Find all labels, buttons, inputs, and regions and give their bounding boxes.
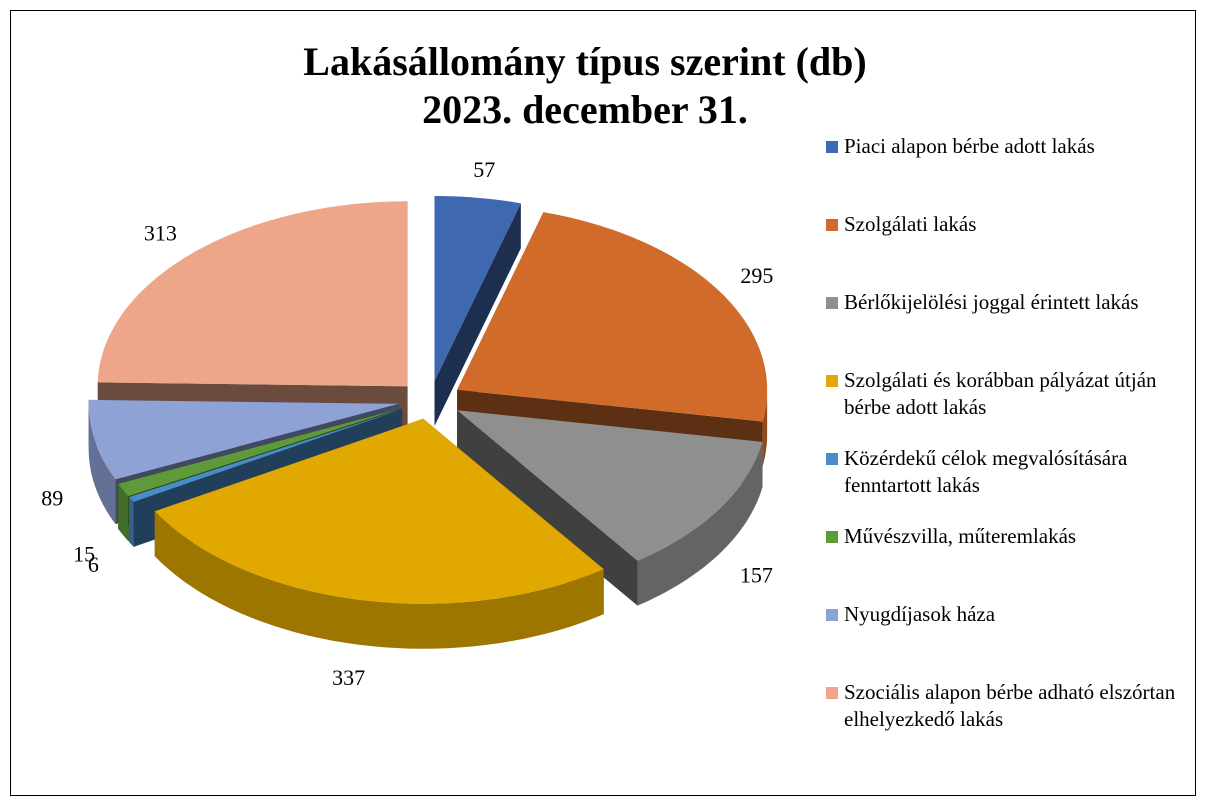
slice	[457, 212, 768, 422]
legend-item: Nyugdíjasok háza	[826, 601, 1186, 679]
data-label: 157	[740, 562, 773, 587]
legend-label: Nyugdíjasok háza	[844, 602, 996, 626]
data-label: 337	[332, 665, 365, 690]
data-label: 313	[144, 221, 177, 246]
data-label: 89	[41, 486, 63, 511]
chart-title: Lakásállomány típus szerint (db)	[303, 39, 866, 84]
legend-label: Szolgálati lakás	[844, 212, 977, 236]
legend: Piaci alapon bérbe adott lakás Szolgálati…	[826, 133, 1186, 757]
legend-item: Művészvilla, műteremlakás	[826, 523, 1186, 601]
slice-side	[637, 441, 763, 606]
legend-label: Közérdekű célok megvalósítására fenntart…	[844, 446, 1128, 497]
legend-swatch	[826, 687, 838, 699]
data-label: 15	[73, 542, 95, 567]
legend-item: Szolgálati lakás	[826, 211, 1186, 289]
data-label: 295	[740, 263, 773, 288]
legend-label: Piaci alapon bérbe adott lakás	[844, 134, 1095, 158]
legend-item: Szociális alapon bérbe adható elszórtan …	[826, 679, 1186, 757]
slice	[154, 418, 604, 604]
slice	[118, 408, 402, 497]
slice-side	[154, 511, 604, 649]
data-label: 57	[473, 157, 495, 182]
legend-item: Bérlőkijelölési joggal érintett lakás	[826, 289, 1186, 367]
slice-side	[434, 203, 521, 426]
legend-swatch	[826, 609, 838, 621]
legend-item: Piaci alapon bérbe adott lakás	[826, 133, 1186, 211]
legend-label: Bérlőkijelölési joggal érintett lakás	[844, 290, 1139, 314]
legend-item: Szolgálati és korábban pályázat útján bé…	[826, 367, 1186, 445]
slice-side	[88, 403, 116, 525]
chart-frame	[10, 10, 1196, 796]
legend-label: Szolgálati és korábban pályázat útján bé…	[844, 368, 1157, 419]
slice-side	[129, 497, 134, 547]
legend-swatch	[826, 453, 838, 465]
legend-swatch	[826, 531, 838, 543]
slice	[129, 409, 403, 502]
slice	[457, 410, 763, 561]
legend-label: Művészvilla, műteremlakás	[844, 524, 1077, 548]
legend-item: Közérdekű célok megvalósítására fenntart…	[826, 445, 1186, 523]
slice-side	[118, 483, 129, 542]
slice	[88, 399, 399, 480]
slice-side	[457, 410, 638, 606]
legend-swatch	[826, 141, 838, 153]
slice	[97, 201, 408, 387]
slice	[434, 195, 521, 381]
legend-swatch	[826, 375, 838, 387]
data-label: 6	[88, 552, 99, 577]
legend-label: Szociális alapon bérbe adható elszórtan …	[844, 680, 1176, 731]
slice-side	[762, 389, 768, 467]
legend-swatch	[826, 219, 838, 231]
chart-subtitle: 2023. december 31.	[422, 87, 748, 132]
legend-swatch	[826, 297, 838, 309]
